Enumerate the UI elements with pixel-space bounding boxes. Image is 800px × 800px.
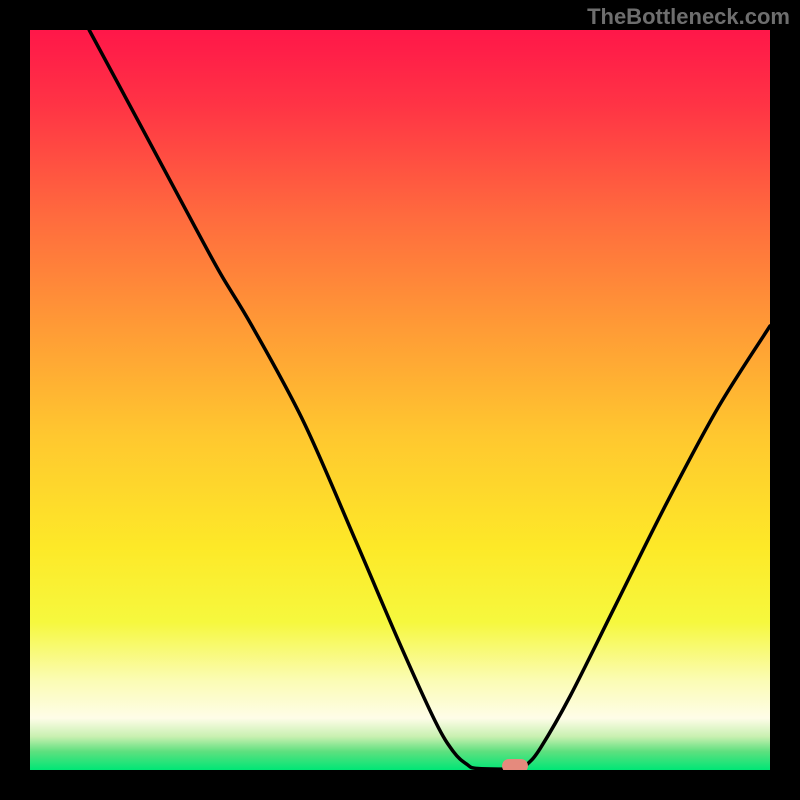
bottleneck-curve [30, 30, 770, 770]
watermark-text: TheBottleneck.com [587, 4, 790, 30]
chart-area [30, 30, 770, 770]
optimal-marker [502, 759, 528, 770]
